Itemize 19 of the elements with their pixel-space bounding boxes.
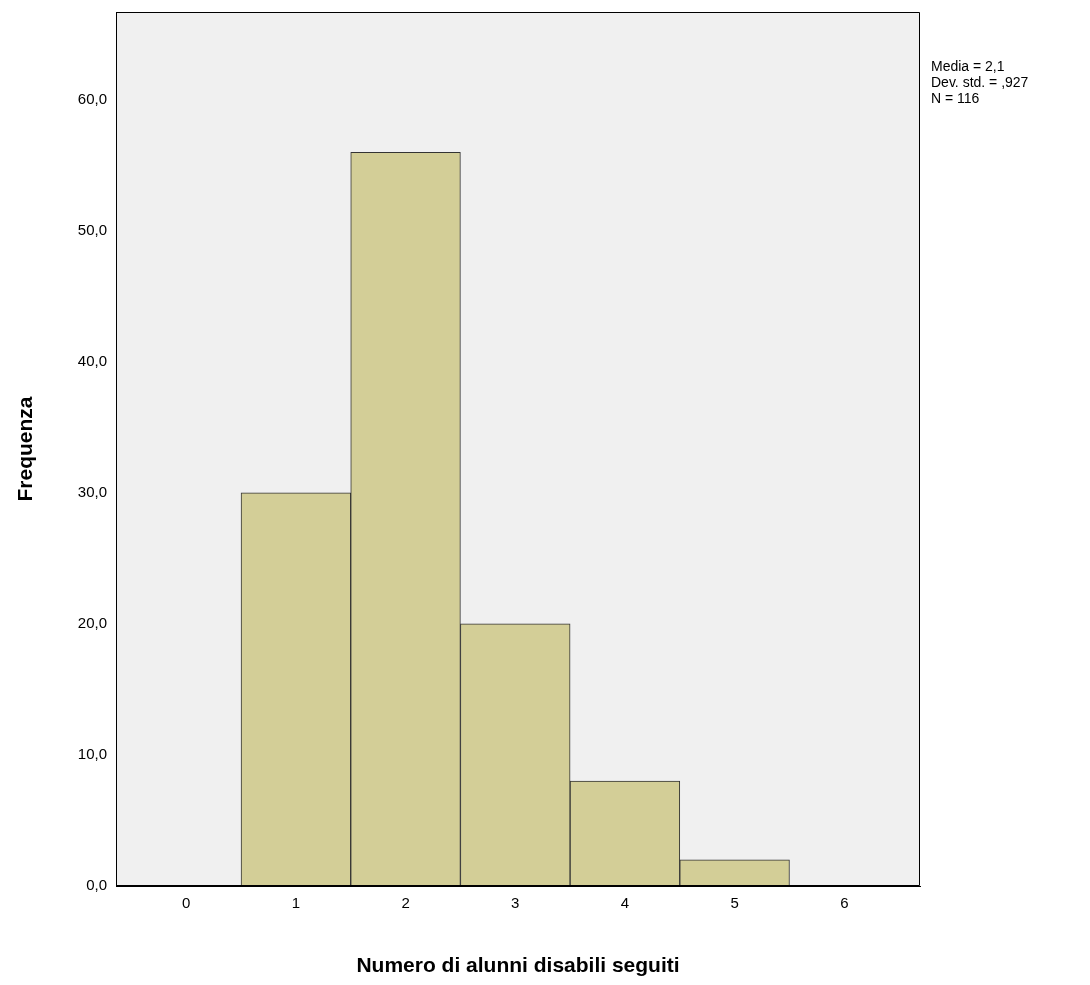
text: Dev. std. = ,927 <box>931 74 1029 90</box>
x-tick-label: 3 <box>511 894 520 912</box>
x-tick-label: 5 <box>730 894 739 912</box>
x-tick-label: 1 <box>291 894 301 912</box>
x-tick-label: 2 <box>401 894 410 912</box>
text: N = 116 <box>931 90 981 106</box>
y-tick-label: 0,0 <box>86 876 107 894</box>
text: Media = 2,1 <box>931 58 1006 74</box>
y-tick-label: 30,0 <box>77 483 107 501</box>
y-axis-title: Frequenza <box>13 396 37 502</box>
y-tick-label: 20,0 <box>77 614 107 632</box>
x-tick-label: 0 <box>182 894 191 912</box>
x-axis-title: Numero di alunni disabili seguiti <box>356 953 680 977</box>
x-tick-label: 4 <box>620 894 630 912</box>
y-tick-label: 10,0 <box>77 745 107 763</box>
y-tick-label: 40,0 <box>77 352 107 369</box>
x-tick-label: 6 <box>840 894 849 912</box>
y-tick-label: 60,0 <box>77 89 107 107</box>
y-tick-label: 50,0 <box>77 220 107 238</box>
